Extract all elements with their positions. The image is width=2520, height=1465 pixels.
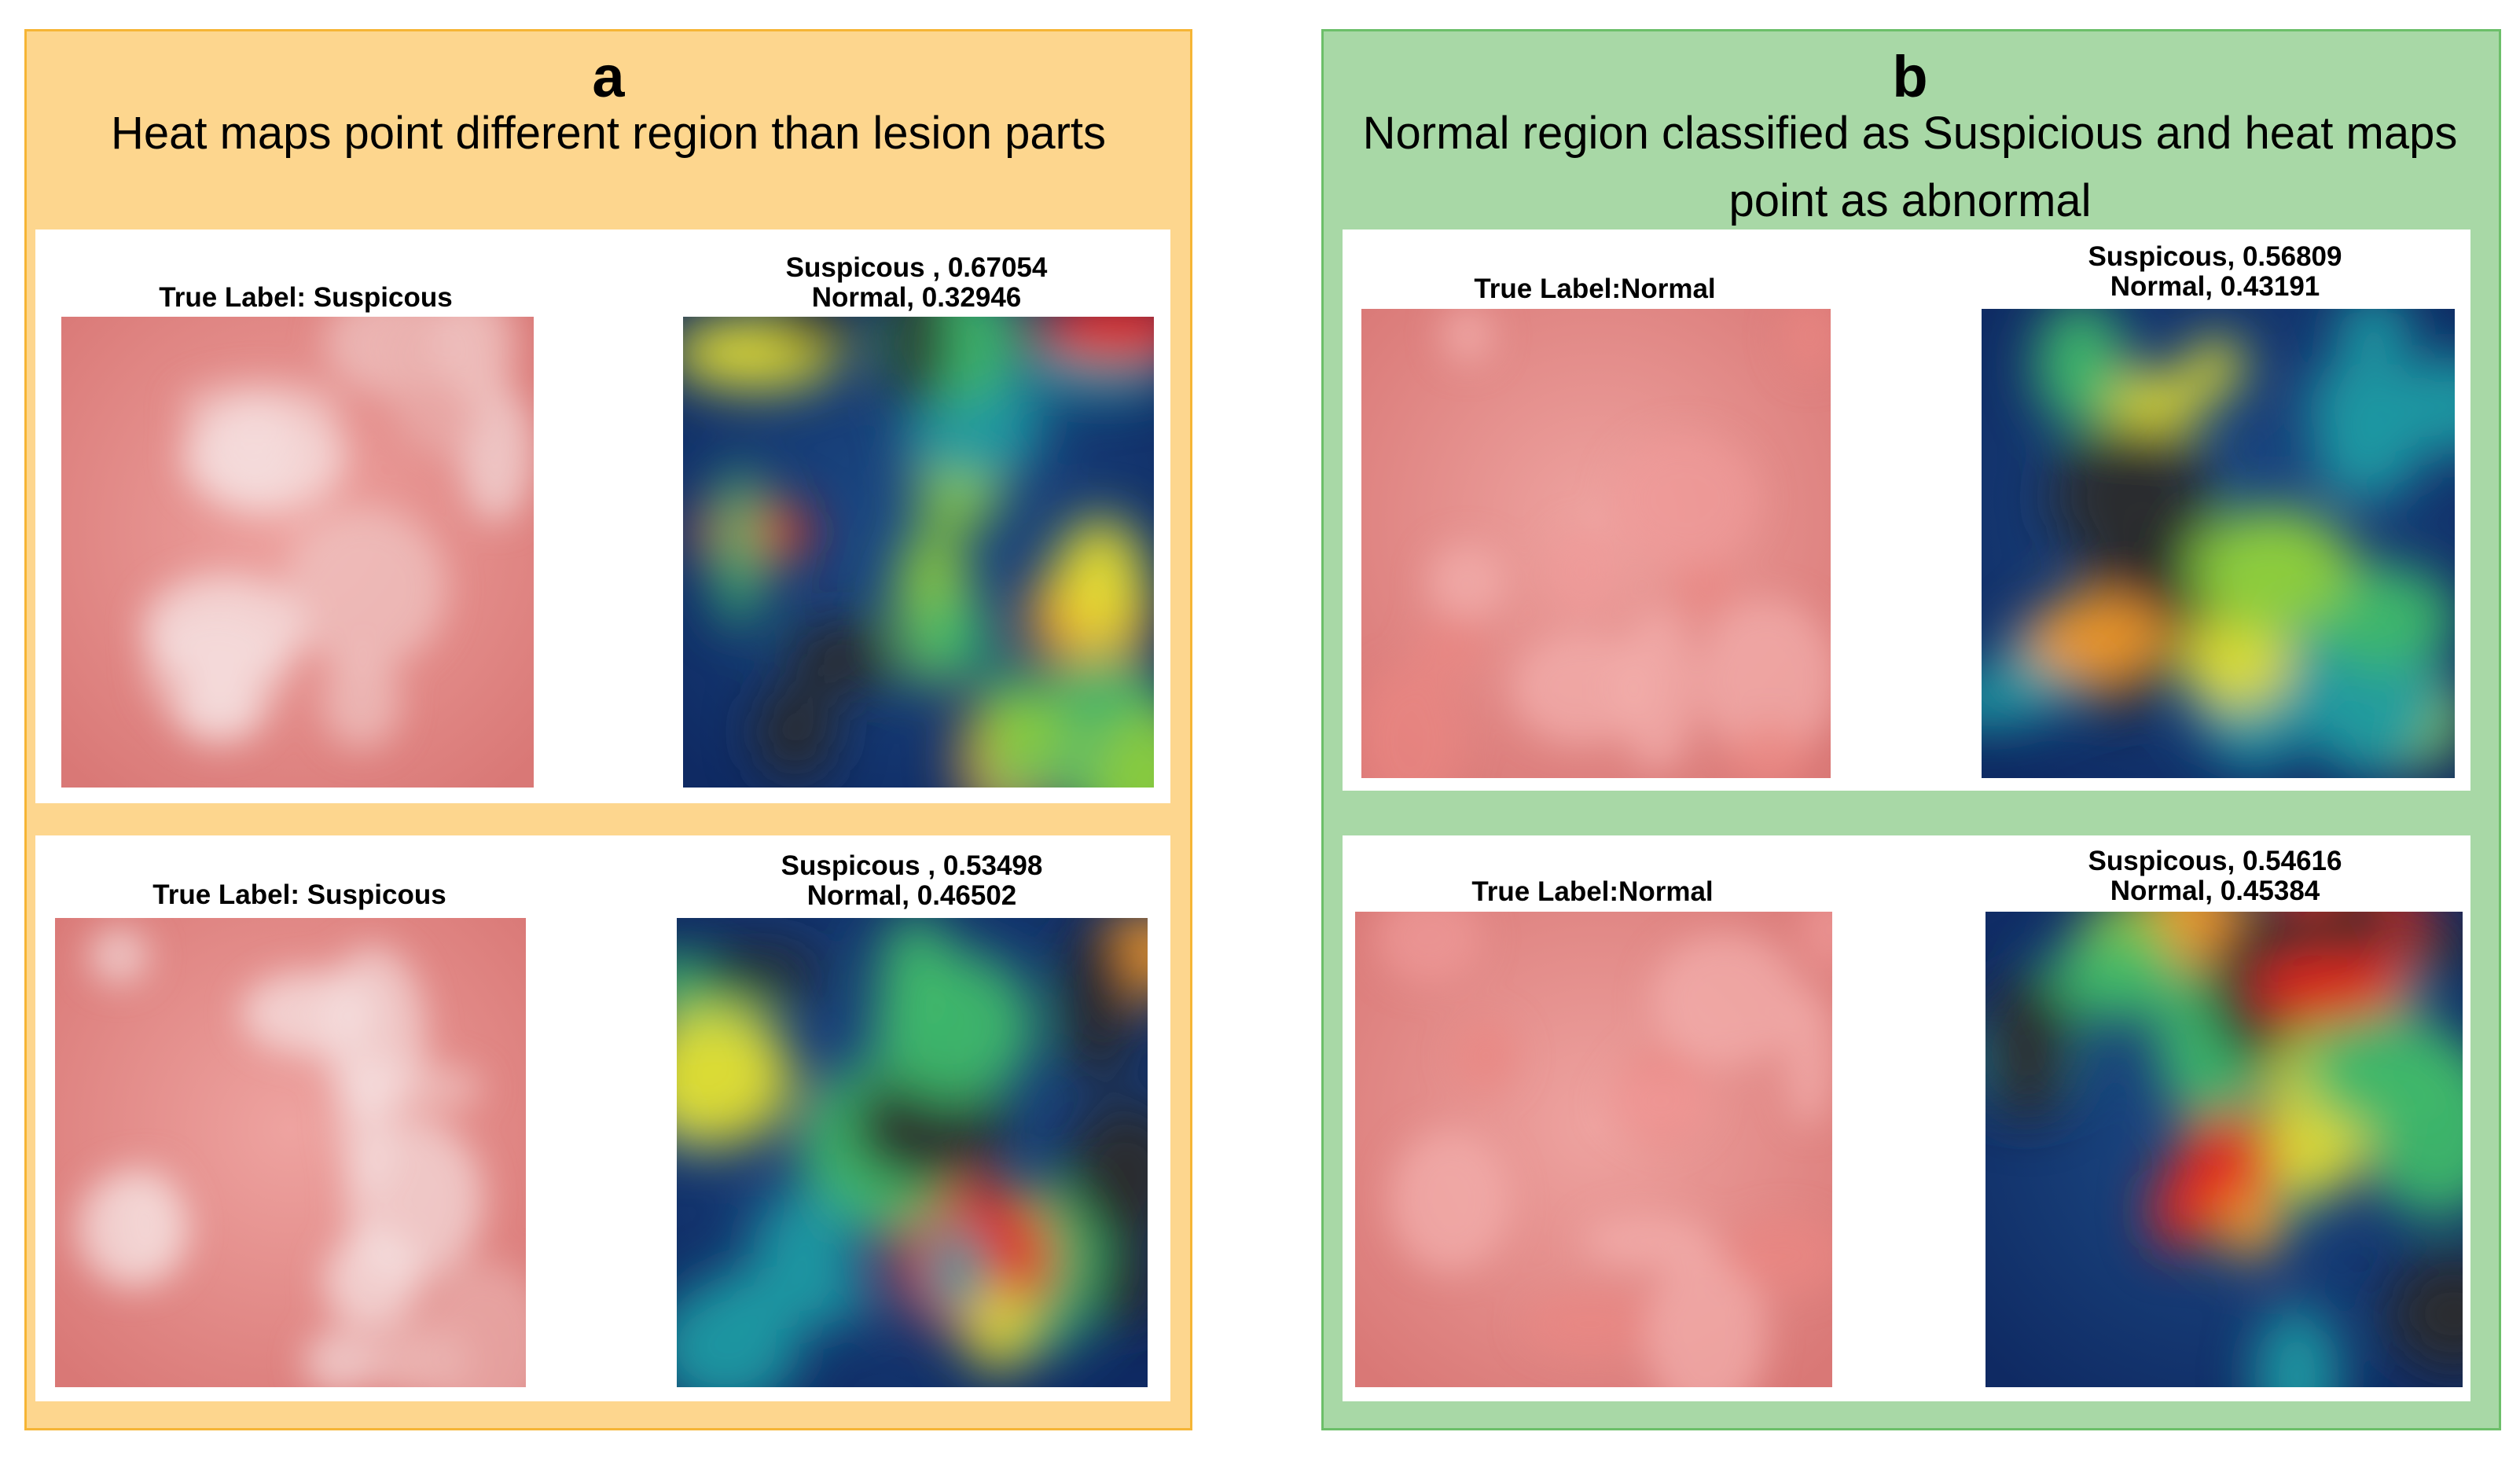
true-label: True Label: Suspicous — [159, 282, 453, 313]
prediction-line: Normal, 0.43191 — [2110, 271, 2320, 302]
prediction-line: Suspicous, 0.54616 — [2088, 846, 2342, 876]
prediction: Suspicous, 0.56809 Normal, 0.43191 — [2088, 242, 2342, 302]
photo — [61, 317, 534, 788]
heat-map — [677, 918, 1148, 1387]
prediction-line: Suspicous, 0.56809 — [2088, 241, 2342, 272]
panel-letter: a — [592, 44, 625, 109]
panel-title: Normal region classified as Suspicious a… — [1362, 108, 2458, 226]
prediction-line: Suspicous , 0.53498 — [781, 850, 1043, 881]
prediction-line: Normal, 0.45384 — [2110, 876, 2320, 906]
heat-map — [1982, 309, 2455, 778]
prediction: Suspicous , 0.67054 Normal, 0.32946 — [786, 253, 1048, 313]
photo — [55, 918, 526, 1387]
heat-map — [683, 317, 1154, 788]
prediction: Suspicous, 0.54616 Normal, 0.45384 — [2088, 846, 2342, 906]
prediction: Suspicous , 0.53498 Normal, 0.46502 — [781, 851, 1043, 911]
prediction-line: Normal, 0.32946 — [811, 282, 1022, 313]
true-label: True Label: Suspicous — [152, 879, 446, 910]
prediction-line: Suspicous , 0.67054 — [785, 252, 1048, 283]
true-label: True Label:Normal — [1471, 876, 1714, 907]
photo — [1355, 912, 1832, 1387]
true-label: True Label:Normal — [1474, 274, 1716, 304]
panel-title: Heat maps point different region than le… — [110, 108, 1107, 159]
prediction-line: Normal, 0.46502 — [806, 880, 1017, 911]
photo — [1361, 309, 1831, 778]
heat-map — [1986, 912, 2463, 1387]
panel-letter: b — [1892, 44, 1928, 109]
